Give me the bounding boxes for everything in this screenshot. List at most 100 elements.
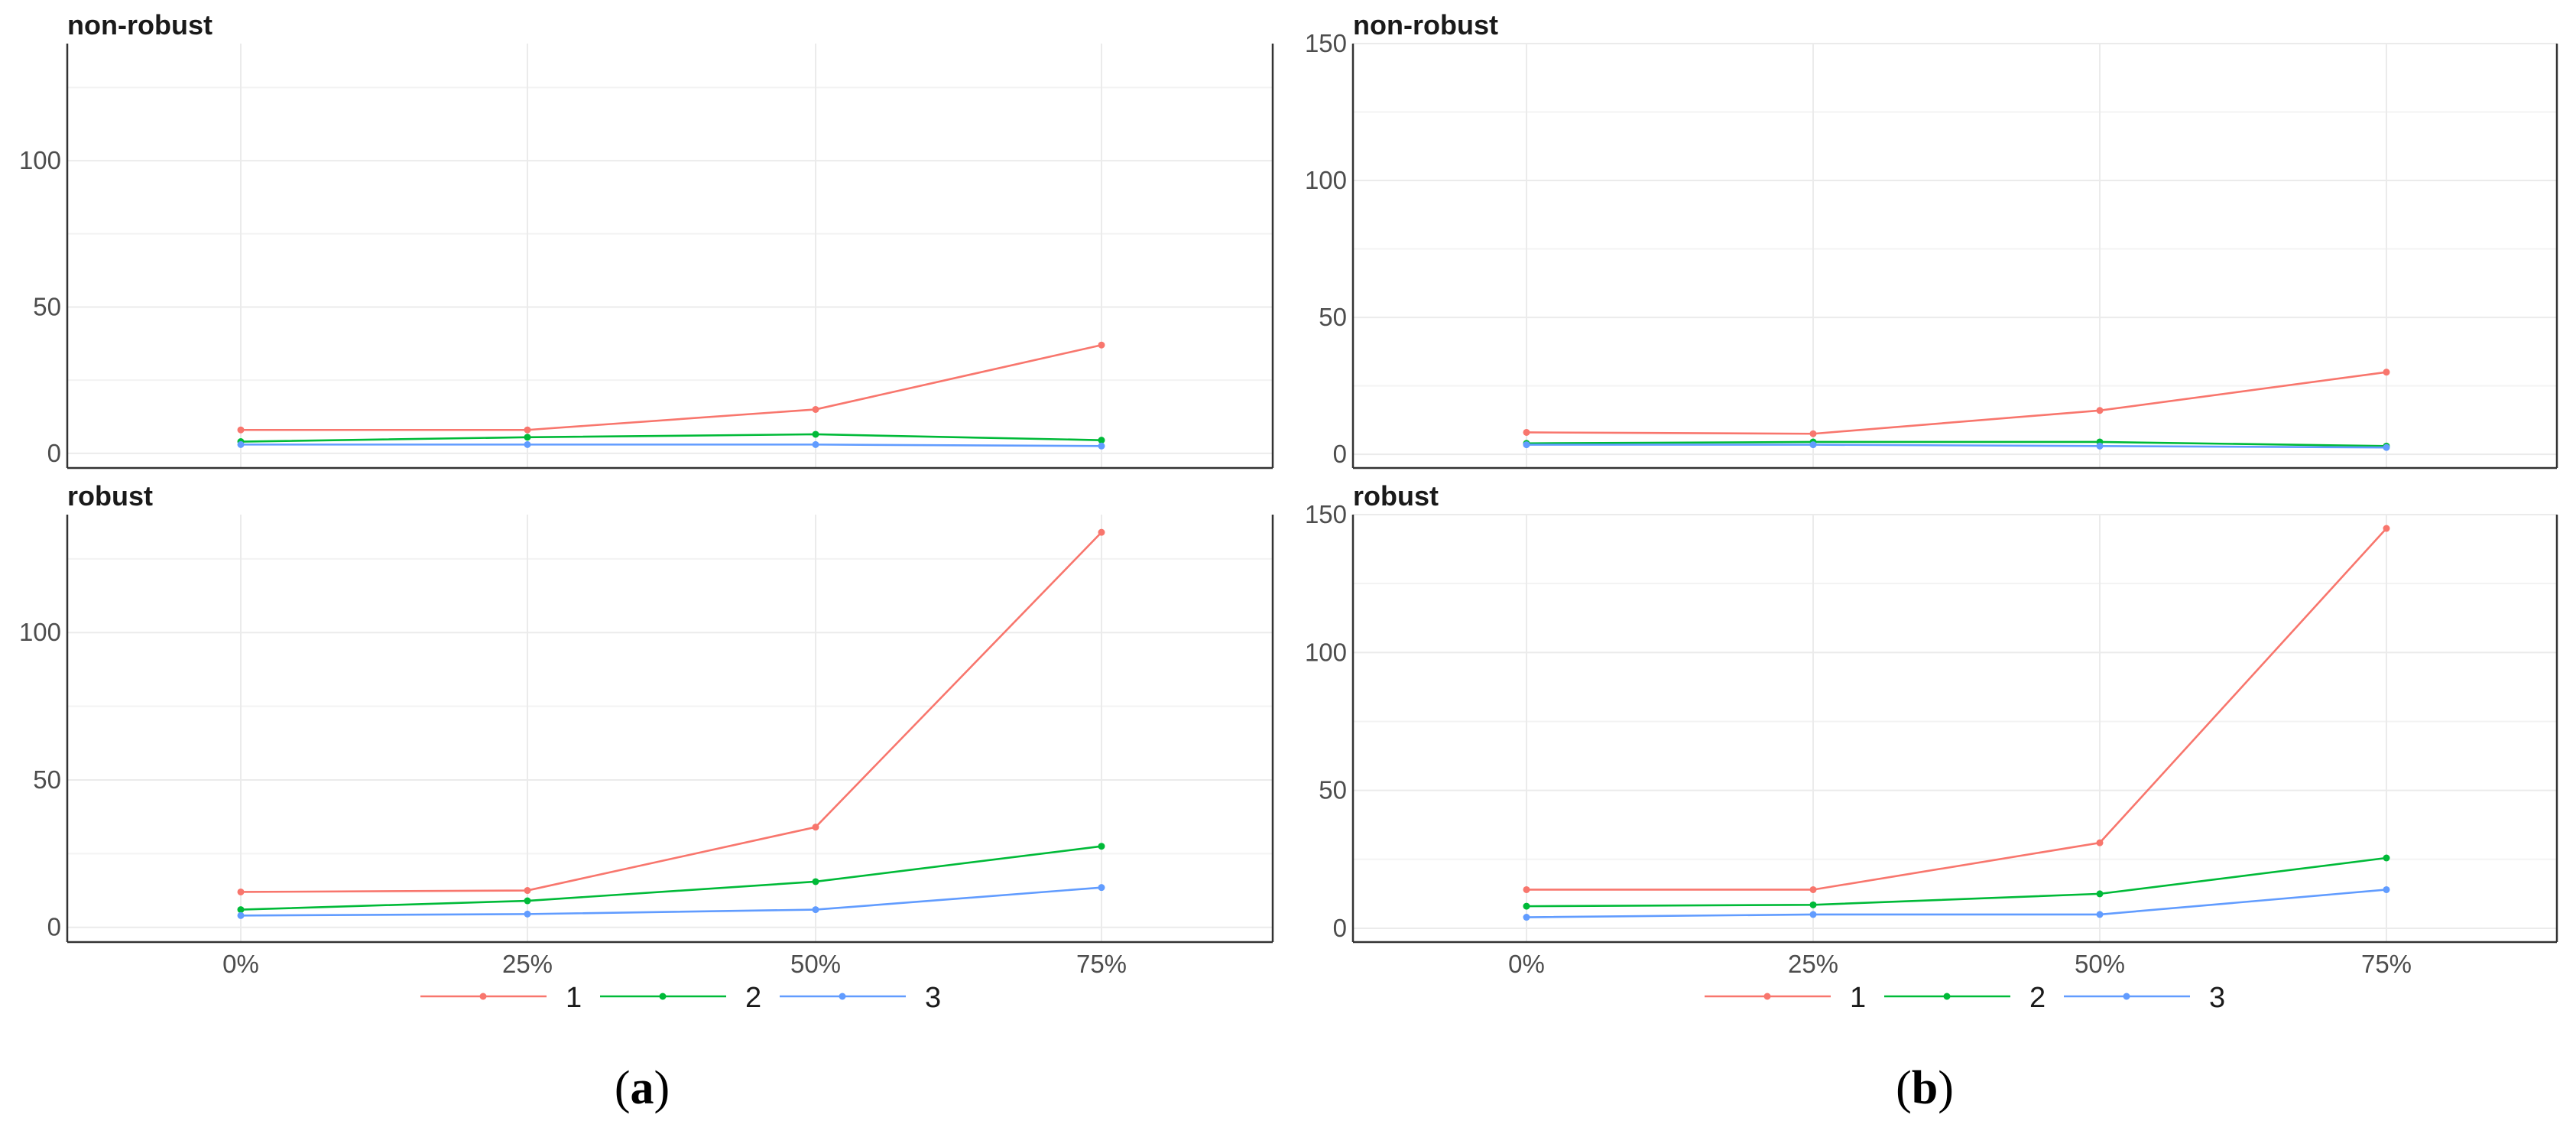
data-point [524,440,531,448]
data-point [2096,890,2104,898]
panel-label-letter: b [1912,1062,1938,1114]
facet-title: non-robust [1353,9,1498,41]
data-point [237,426,245,434]
data-point [1098,442,1105,450]
y-tick-label: 0 [1333,440,1347,468]
data-point [1098,528,1105,536]
legend-key-point [1943,993,1951,1000]
data-point [1523,428,1530,436]
x-tick-label: 75% [1076,950,1127,978]
data-point [2383,885,2390,893]
series-line-1 [240,531,1102,893]
facet-title: robust [1353,480,1439,512]
data-point [2096,839,2104,846]
data-point [2096,407,2104,414]
series-line-3 [1526,444,2387,449]
data-point [1523,902,1530,910]
panel-label: (b) [1896,1062,1954,1114]
data-point [812,431,819,438]
data-point [1098,341,1105,349]
legend-label: 3 [2209,982,2225,1014]
data-point [1809,430,1817,437]
data-point [1098,843,1105,850]
y-tick-label: 100 [19,146,61,174]
data-point [812,405,819,413]
data-point [1809,911,1817,918]
data-point [1523,441,1530,449]
data-point [812,824,819,831]
y-tick-label: 50 [33,292,61,320]
data-point [2096,911,2104,918]
data-point [237,911,245,919]
x-tick-label: 25% [502,950,553,978]
series-line-1 [1526,371,2387,435]
data-point [812,906,819,914]
facet-robust: 0 50 100 robust [19,480,1274,944]
data-point [237,888,245,895]
data-point [524,426,531,434]
y-tick-label: 0 [47,913,61,941]
series-line-2 [1526,440,2387,447]
legend-key-point [1763,993,1771,1000]
data-point [2383,525,2390,532]
data-point [2383,444,2390,451]
legend-key-point [2123,993,2130,1000]
panel-label-letter: a [631,1062,654,1114]
legend-label: 3 [925,982,941,1014]
facet-non-robust: 0 50 100 non-robust [19,9,1274,470]
legend-label: 2 [745,982,761,1014]
facet-title: robust [67,480,153,512]
legend-key-point [659,993,667,1000]
series-line-1 [241,343,1102,431]
x-tick-label: 50% [2075,950,2125,978]
panel-label: (a) [615,1062,670,1114]
panel-label-close: ) [654,1062,670,1114]
y-tick-label: 0 [47,439,61,467]
x-tick-label: 25% [1788,950,1838,978]
data-point [812,878,819,885]
legend-label: 1 [1850,982,1866,1014]
data-point [524,887,531,895]
y-tick-label: 0 [1333,914,1347,942]
data-point [1523,885,1530,893]
data-point [524,910,531,918]
panel-label-close: ) [1938,1062,1954,1114]
panel-label-open: ( [1896,1062,1912,1114]
series-line-3 [240,886,1102,917]
series-line-3 [241,444,1102,447]
x-tick-label: 0% [1508,950,1545,978]
legend: 1 2 3 [1705,982,2225,1014]
data-point [2383,854,2390,862]
series-line-2 [1526,856,2387,908]
data-point [1809,901,1817,908]
data-point [1098,437,1105,444]
y-tick-label: 100 [1305,166,1347,194]
data-point [2096,442,2104,450]
y-tick-label: 150 [1305,500,1347,528]
x-tick-label: 50% [790,950,841,978]
series-line-1 [1526,528,2387,891]
data-point [812,440,819,448]
y-tick-label: 100 [19,618,61,646]
series-line-2 [240,433,1102,443]
panel-label-open: ( [615,1062,631,1114]
x-tick-label: 0% [222,950,259,978]
series-line-3 [1526,889,2387,918]
y-tick-label: 100 [1305,638,1347,666]
x-tick-label: 75% [2361,950,2412,978]
y-tick-label: 50 [1319,303,1347,331]
data-point [2383,369,2390,376]
data-point [1523,914,1530,921]
legend-key-point [839,993,846,1000]
legend-label: 1 [566,982,582,1014]
data-point [237,440,245,448]
chart-a: 0 50 100 non-robust 0 50 100 robust 0% 25% 50% 75% 1… [19,9,1274,1114]
facet-title: non-robust [67,9,213,41]
data-point [1809,441,1817,449]
y-tick-label: 150 [1305,29,1347,57]
data-point [1809,885,1817,893]
